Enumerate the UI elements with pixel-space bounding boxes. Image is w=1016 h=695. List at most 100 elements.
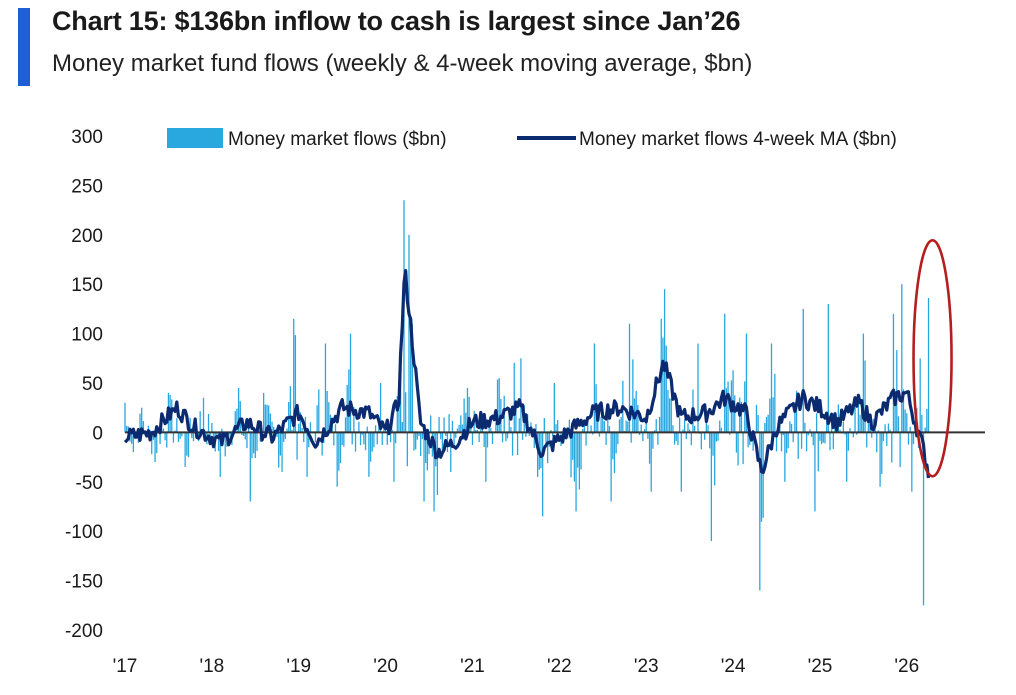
flow-bar bbox=[572, 432, 574, 460]
flow-bar bbox=[179, 432, 181, 439]
flow-bar bbox=[678, 417, 681, 433]
flow-bar bbox=[694, 425, 696, 433]
flow-bar bbox=[710, 432, 713, 542]
flow-bar bbox=[294, 335, 297, 433]
flow-bar bbox=[782, 432, 784, 436]
flow-bar bbox=[608, 426, 611, 433]
flow-bar bbox=[775, 432, 778, 452]
flow-bar bbox=[438, 417, 440, 433]
y-tick-label: 100 bbox=[71, 325, 103, 346]
flow-bar bbox=[613, 432, 616, 474]
flow-bar bbox=[299, 412, 302, 433]
flow-bar bbox=[541, 432, 544, 517]
flow-bar bbox=[615, 432, 617, 454]
flow-bar bbox=[156, 432, 158, 454]
flow-bar bbox=[378, 426, 380, 433]
flow-bar bbox=[600, 417, 602, 433]
flow-bar bbox=[451, 420, 454, 433]
flow-bar bbox=[640, 424, 642, 433]
flow-bar bbox=[343, 432, 345, 447]
flow-bar bbox=[276, 432, 278, 437]
flow-bar bbox=[209, 432, 211, 439]
flow-bar bbox=[184, 432, 186, 467]
flow-bar bbox=[553, 383, 555, 433]
flow-bar bbox=[926, 408, 928, 433]
flow-bar bbox=[284, 432, 287, 439]
flow-bar bbox=[281, 432, 283, 472]
title-accent-bar bbox=[18, 8, 30, 86]
flow-bar bbox=[364, 432, 367, 451]
flow-bar bbox=[415, 432, 417, 450]
flow-bar bbox=[927, 298, 930, 433]
flow-bar bbox=[433, 432, 435, 512]
flow-bar bbox=[784, 432, 786, 482]
x-tick-label: '20 bbox=[373, 656, 398, 677]
flow-bar bbox=[478, 432, 480, 443]
flow-bar bbox=[769, 398, 771, 433]
flow-bar bbox=[909, 426, 911, 433]
flow-bar bbox=[866, 432, 868, 448]
flow-bar bbox=[752, 432, 754, 451]
flow-bar bbox=[393, 432, 395, 482]
flow-bar bbox=[677, 432, 679, 446]
flow-bar bbox=[448, 414, 450, 433]
flow-bar bbox=[296, 432, 298, 460]
flow-bar bbox=[191, 432, 193, 439]
flow-bar bbox=[592, 432, 594, 435]
flow-bar bbox=[453, 432, 455, 445]
flow-bar bbox=[458, 425, 460, 433]
flow-bar bbox=[583, 423, 586, 433]
flow-bar bbox=[480, 428, 482, 433]
flow-bar bbox=[124, 402, 126, 433]
flow-bar bbox=[734, 395, 736, 433]
flow-bar bbox=[328, 402, 330, 433]
flow-bar bbox=[598, 432, 601, 437]
flow-bar bbox=[470, 425, 472, 433]
flow-bar bbox=[891, 432, 893, 463]
flow-bar bbox=[326, 390, 328, 433]
flow-bar bbox=[483, 432, 485, 448]
flow-bar bbox=[139, 413, 141, 433]
y-tick-label: -150 bbox=[65, 572, 103, 593]
flow-bar bbox=[555, 424, 557, 433]
flow-bar bbox=[396, 395, 398, 433]
flow-bar bbox=[817, 432, 819, 472]
flow-bar bbox=[881, 432, 883, 475]
flow-bar bbox=[546, 432, 549, 464]
flow-bar bbox=[548, 432, 550, 447]
flow-bar bbox=[755, 404, 758, 433]
flow-bar bbox=[256, 432, 258, 451]
flow-bar bbox=[690, 432, 692, 446]
flow-bar bbox=[490, 427, 492, 433]
flow-bar bbox=[471, 432, 474, 445]
flow-bar bbox=[291, 429, 293, 433]
flow-bar bbox=[612, 432, 614, 460]
flow-bar bbox=[516, 432, 519, 455]
chart-area: 300 250 200 150 100 50 0 -50 -100 -150 -200 '17 '18 '… bbox=[0, 100, 1016, 695]
flow-bar bbox=[172, 432, 175, 443]
flow-bar bbox=[610, 432, 612, 502]
flow-bar bbox=[919, 358, 921, 433]
flow-bar bbox=[655, 419, 657, 433]
flow-bar bbox=[279, 432, 282, 456]
flow-bar bbox=[177, 432, 180, 443]
flow-bar bbox=[862, 333, 865, 433]
y-tick-label: 150 bbox=[71, 275, 103, 296]
flow-bar bbox=[405, 392, 407, 433]
flow-bar bbox=[625, 420, 627, 433]
flow-bar bbox=[309, 422, 312, 433]
legend-bar-swatch bbox=[167, 128, 223, 148]
flow-bar bbox=[879, 432, 881, 487]
flow-bar bbox=[339, 432, 342, 464]
flow-bar bbox=[580, 432, 582, 470]
chart-svg: 300 250 200 150 100 50 0 -50 -100 -150 -200 '17 '18 '… bbox=[65, 127, 985, 677]
flow-bar bbox=[186, 432, 188, 456]
flow-bar bbox=[871, 432, 873, 438]
flow-bar bbox=[540, 432, 542, 469]
flow-bar bbox=[176, 418, 178, 433]
flow-bar bbox=[283, 432, 285, 442]
flow-bar bbox=[348, 369, 350, 433]
flow-bar bbox=[886, 432, 888, 446]
flow-bar bbox=[663, 289, 666, 433]
flow-bar bbox=[510, 427, 512, 433]
